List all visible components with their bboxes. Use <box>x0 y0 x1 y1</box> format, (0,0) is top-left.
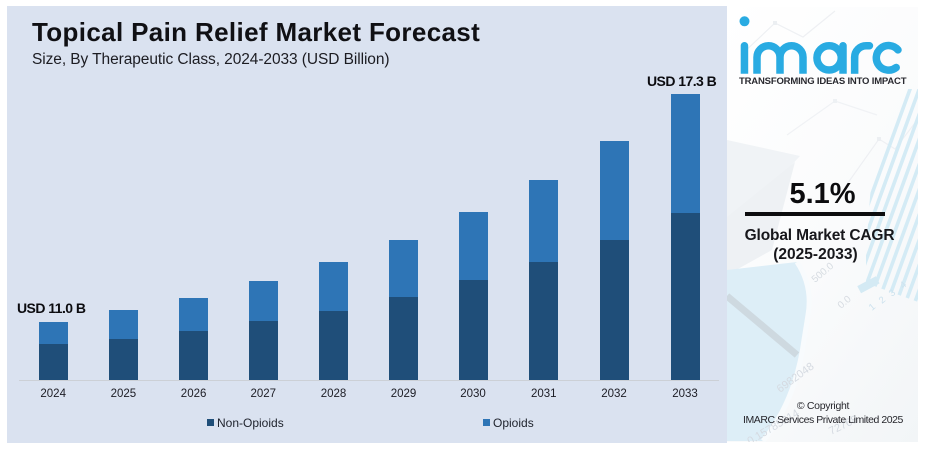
svg-text:3: 3 <box>887 287 898 299</box>
svg-text:4: 4 <box>898 279 909 291</box>
svg-text:500.0: 500.0 <box>810 261 837 286</box>
svg-text:1: 1 <box>867 301 878 313</box>
svg-text:2: 2 <box>877 294 888 306</box>
svg-text:0.0: 0.0 <box>836 294 854 312</box>
